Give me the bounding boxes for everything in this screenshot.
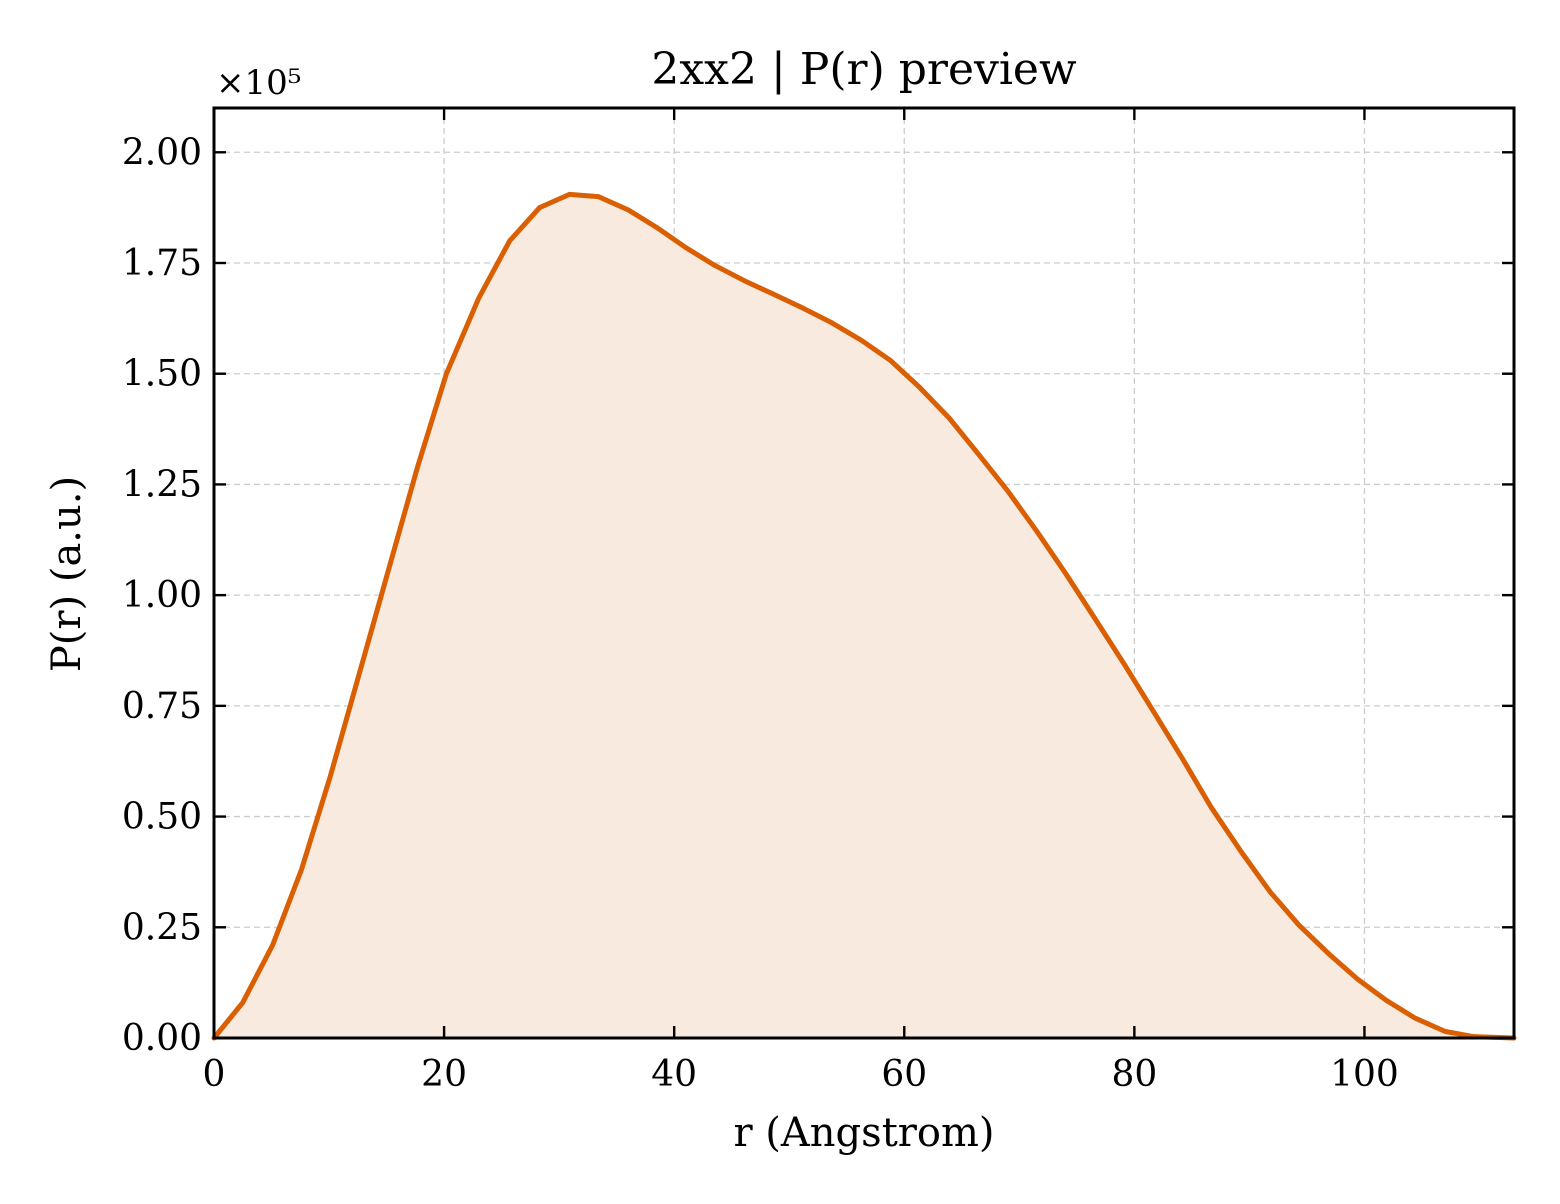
- y-tick-label: 1.25: [122, 464, 202, 505]
- y-axis-label: P(r) (a.u.): [44, 476, 90, 672]
- pr-area-fill: [214, 194, 1514, 1039]
- x-tick-label: 20: [421, 1054, 467, 1095]
- y-tick-label: 1.50: [122, 354, 202, 395]
- x-tick-label: 0: [203, 1054, 226, 1095]
- x-tick-label: 100: [1330, 1054, 1399, 1095]
- tick-layer: 0 20 40 60 80 100 0.00 0.25 0.50 0.75 1.00 1.25 1.50…: [122, 108, 1514, 1095]
- y-tick-label: 0.00: [122, 1018, 202, 1059]
- x-tick-label: 80: [1111, 1054, 1157, 1095]
- y-tick-label: 1.00: [122, 575, 202, 616]
- y-tick-label: 0.25: [122, 907, 202, 948]
- y-tick-label: 2.00: [122, 132, 202, 173]
- x-axis-label: r (Angstrom): [733, 1110, 994, 1156]
- y-tick-label: 0.75: [122, 686, 202, 727]
- x-tick-label: 40: [651, 1054, 697, 1095]
- y-tick-label: 1.75: [122, 243, 202, 284]
- plot-frame: [212, 106, 1516, 1040]
- y-tick-label: 0.50: [122, 797, 202, 838]
- pr-series-line: [211, 191, 1517, 1041]
- chart-title: 2xx2 | P(r) preview: [651, 44, 1077, 95]
- x-tick-label: 60: [881, 1054, 927, 1095]
- y-multiplier-label: ×10⁵: [216, 63, 301, 103]
